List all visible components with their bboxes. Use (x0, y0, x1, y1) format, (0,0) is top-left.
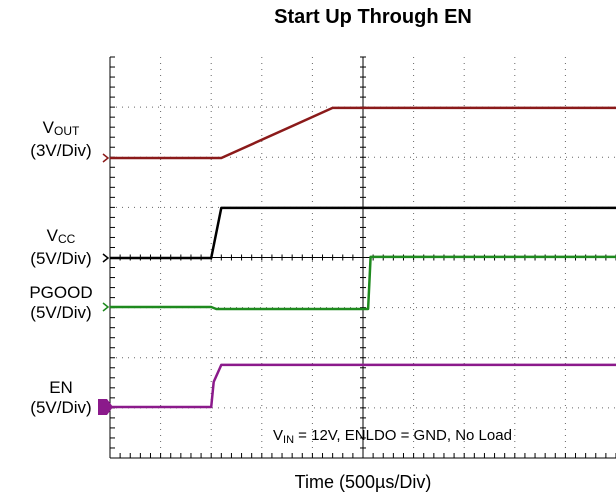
chart-title: Start Up Through EN (274, 6, 472, 28)
trace-pgood (110, 255, 616, 311)
trace-en (110, 363, 616, 409)
vout-label: VOUT (3V/Div) (30, 118, 92, 160)
test-condition-annotation: VIN = 12V, ENLDO = GND, No Load (273, 427, 512, 446)
ground-marker (102, 153, 110, 163)
vcc-label: VCC (5V/Div) (30, 226, 92, 268)
en-label: EN (5V/Div) (30, 378, 92, 417)
x-axis-label: Time (500µs/Div) (294, 472, 432, 492)
ground-marker (102, 253, 110, 263)
trace-vout (110, 106, 616, 160)
pgood-label: PGOOD (5V/Div) (29, 283, 93, 322)
trace-vcc (110, 206, 616, 260)
ground-marker (102, 302, 110, 312)
en-ground-marker (98, 399, 113, 415)
